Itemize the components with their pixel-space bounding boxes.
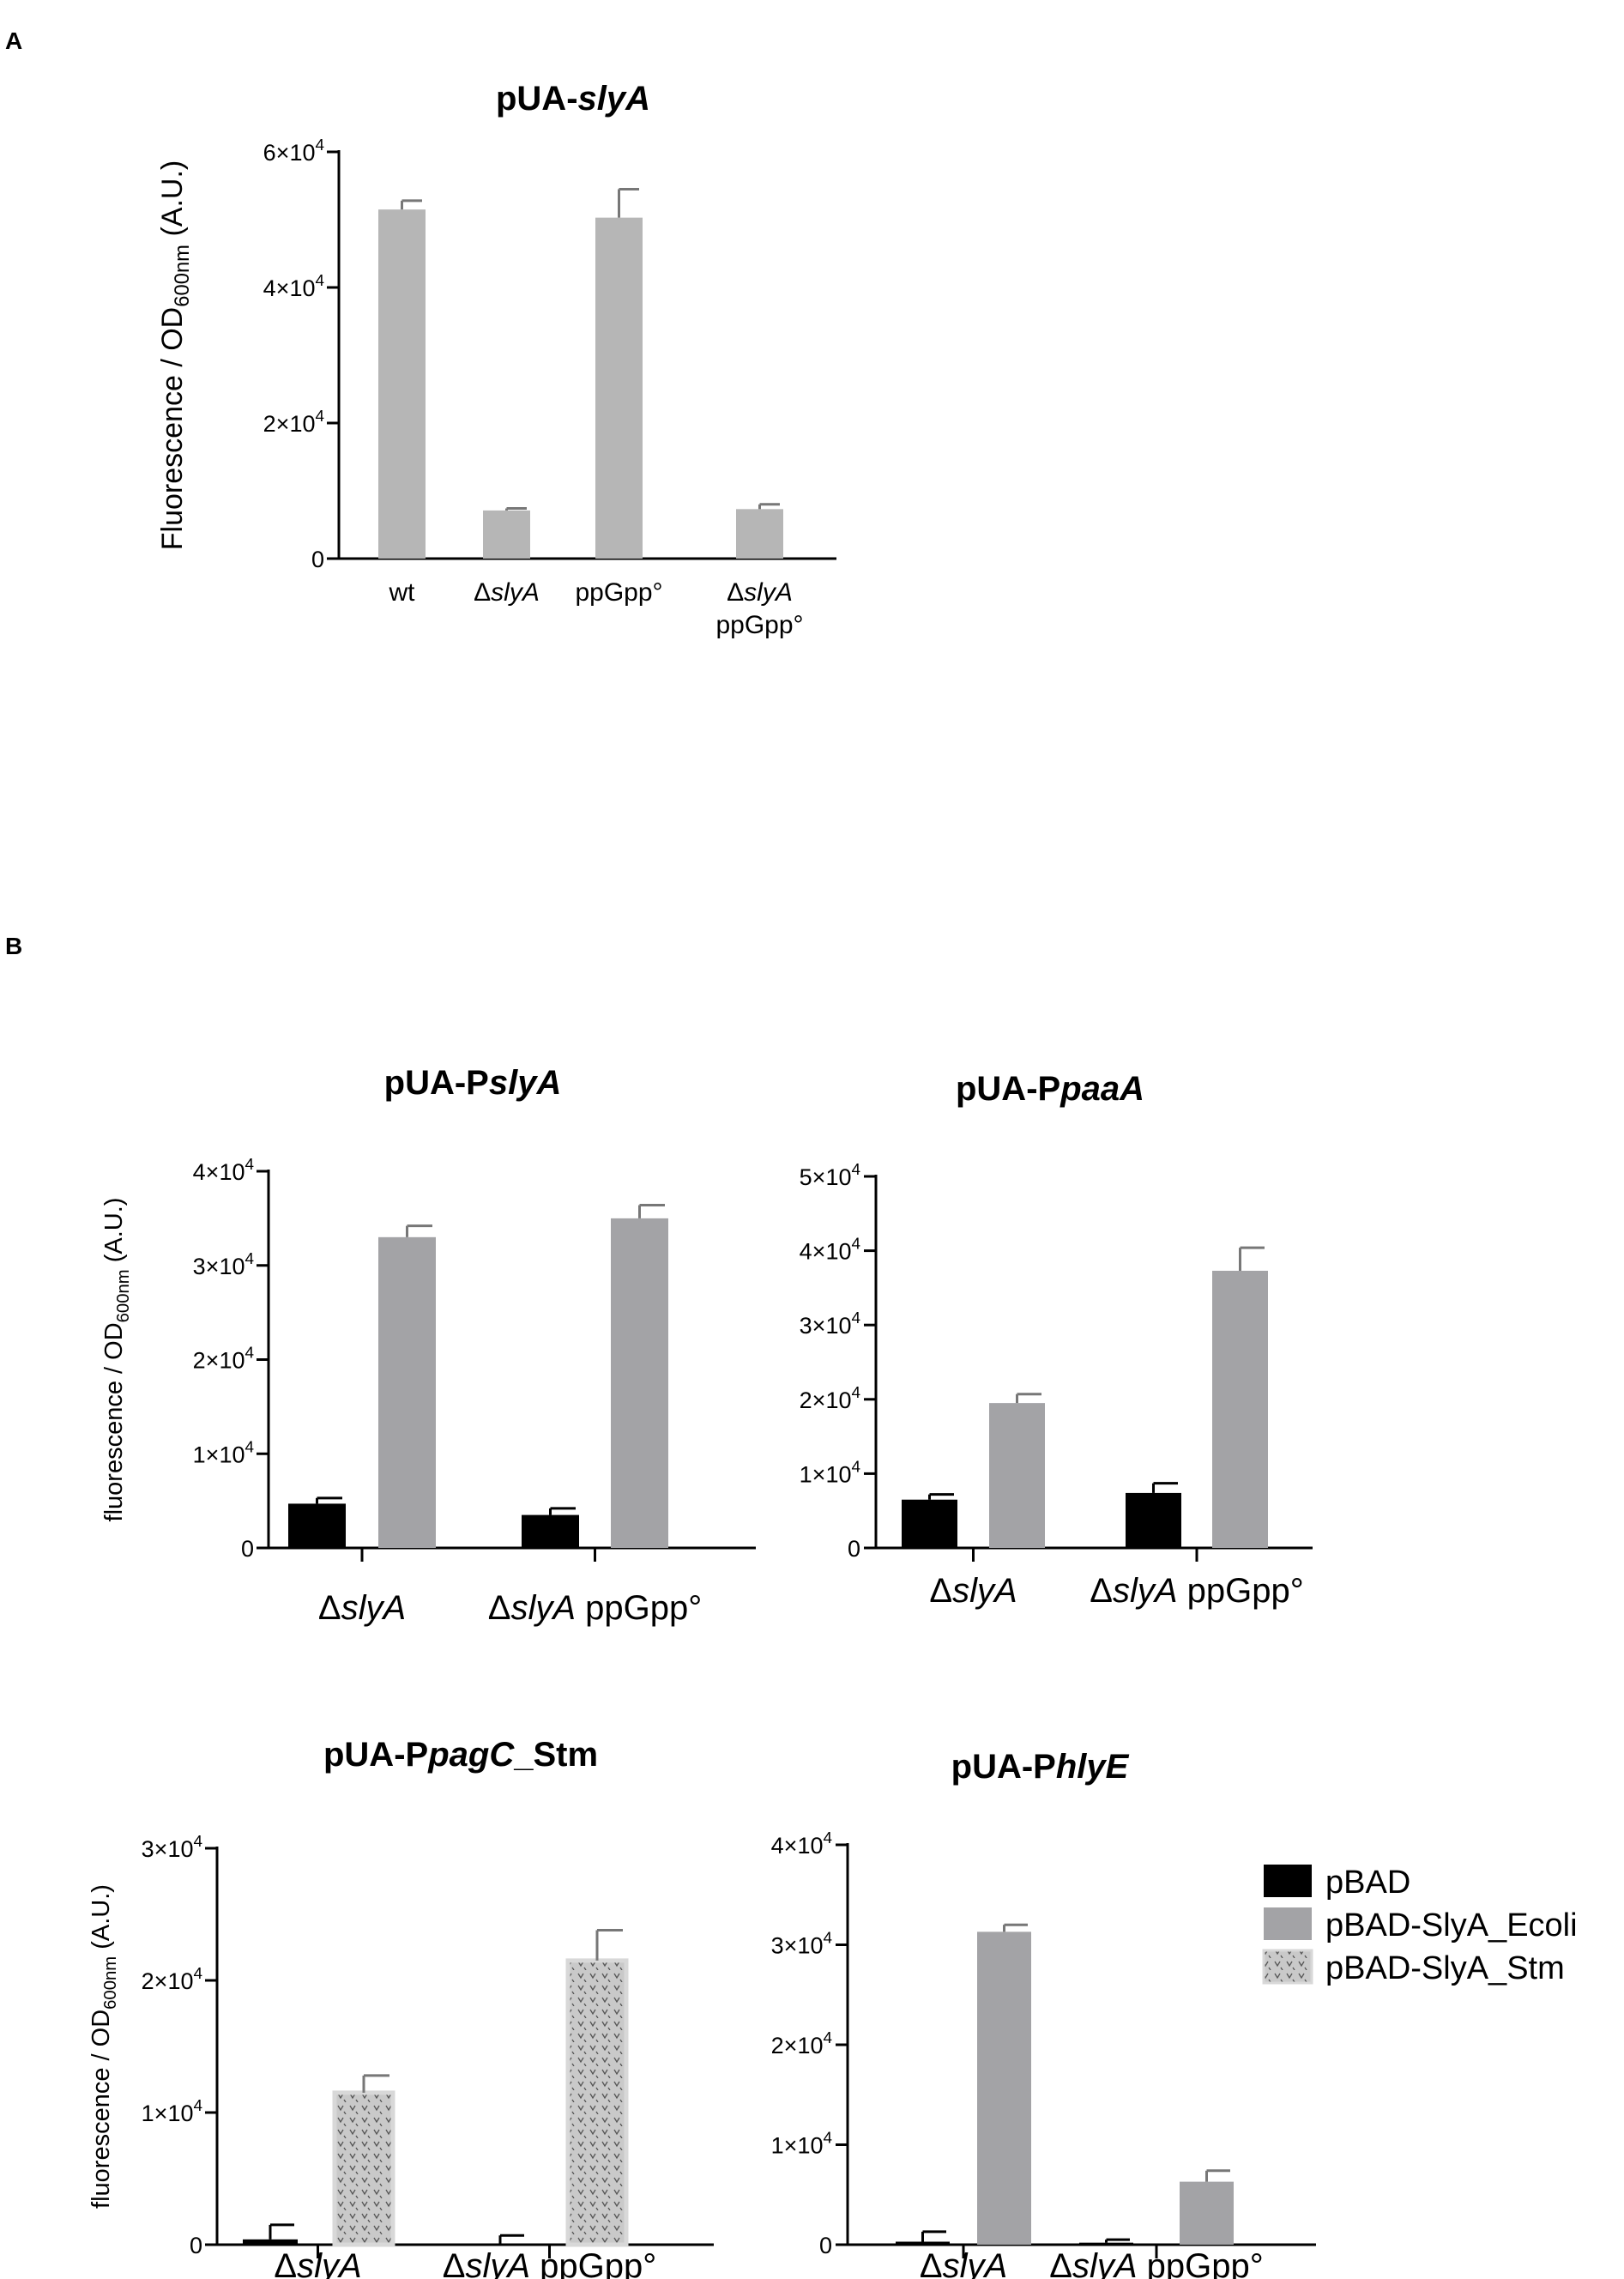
bar <box>522 1514 579 1548</box>
x-category-label: ΔslyA <box>920 2247 1007 2279</box>
y-tick-label: 3×104 <box>142 1833 202 1862</box>
y-tick-label: 4×104 <box>771 1829 832 1859</box>
y-tick-label: 2×104 <box>800 1384 860 1413</box>
bar <box>902 1499 957 1548</box>
y-tick-label: 3×104 <box>771 1930 832 1959</box>
bar <box>378 1236 436 1548</box>
y-tick-label: 1×104 <box>193 1438 254 1467</box>
x-category-label: ΔslyA ppGpp° <box>715 578 803 639</box>
x-category-label: ΔslyA <box>318 1589 406 1627</box>
y-tick-label: 0 <box>848 1536 860 1562</box>
chart-title: pUA-PpaaA <box>956 1070 1144 1108</box>
bar <box>1212 1270 1268 1548</box>
bar <box>483 510 530 559</box>
y-tick-label: 0 <box>190 2233 202 2258</box>
bar <box>595 217 643 559</box>
x-category-label: wt <box>389 578 416 607</box>
y-axis-label: fluorescence / OD600nm (A.U.) <box>88 1884 120 2209</box>
y-tick-label: 0 <box>819 2233 832 2258</box>
chart-3: pUA-PpaaA 0 1×104 2×104 3×104 4×104 5×104 ΔslyA… <box>800 1070 1313 1610</box>
x-category-label: ΔslyA <box>929 1572 1017 1610</box>
y-tick-label: 0 <box>311 547 324 572</box>
y-tick-label: 2×104 <box>771 2029 832 2058</box>
y-tick-label: 3×104 <box>193 1250 254 1279</box>
bar <box>736 509 783 559</box>
legend-swatch-pbad <box>1264 1865 1312 1897</box>
y-tick-label: 1×104 <box>800 1458 860 1487</box>
legend-label-stm: pBAD-SlyA_Stm <box>1325 1950 1565 1986</box>
chart-1: pUA-slyA Fluorescence / OD600nm (A.U.) 0 2×… <box>156 80 836 639</box>
y-axis-label: fluorescence / OD600nm (A.U.) <box>100 1198 133 1522</box>
x-category-label: ΔslyA <box>474 578 540 607</box>
panel-label-b: B <box>5 933 22 959</box>
y-tick-label: 4×104 <box>263 272 324 301</box>
chart-2: pUA-PslyA fluorescence / OD600nm (A.U.) 0 1… <box>100 1064 756 1627</box>
legend-label-pbad: pBAD <box>1325 1865 1410 1901</box>
legend-swatch-ecoli <box>1264 1907 1312 1940</box>
chart-title: pUA-PslyA <box>384 1064 562 1102</box>
x-category-label: ΔslyA <box>274 2247 361 2279</box>
y-tick-label: 2×104 <box>142 1965 202 1994</box>
bar <box>288 1503 346 1548</box>
chart-title: pUA-PpagC_Stm <box>323 1736 598 1774</box>
chart-title: pUA-PhlyE <box>951 1748 1130 1786</box>
bar <box>332 2090 395 2247</box>
x-category-label: ΔslyA ppGpp° <box>488 1589 703 1627</box>
y-tick-label: 5×104 <box>800 1161 860 1190</box>
chart-title: pUA-slyA <box>496 80 650 118</box>
x-category-label: ppGpp° <box>575 578 662 607</box>
charts: pUA-slyA Fluorescence / OD600nm (A.U.) 0 2×… <box>88 80 1316 2279</box>
bar <box>896 2241 950 2245</box>
bar <box>977 1931 1031 2245</box>
bar <box>611 1218 668 1548</box>
legend-label-ecoli: pBAD-SlyA_Ecoli <box>1325 1907 1578 1943</box>
y-tick-label: 3×104 <box>800 1309 860 1339</box>
panel-label-a: A <box>5 27 22 54</box>
bar <box>989 1403 1045 1548</box>
y-tick-label: 2×104 <box>263 408 324 437</box>
legend: pBAD pBAD-SlyA_Ecoli pBAD-SlyA_Stm <box>1262 1865 1578 1986</box>
y-tick-label: 6×104 <box>263 136 324 166</box>
bar <box>1079 2242 1133 2245</box>
y-tick-label: 0 <box>241 1536 254 1562</box>
y-tick-label: 1×104 <box>771 2130 832 2159</box>
chart-5: pUA-PhlyE 0 1×104 2×104 3×104 4×104 ΔslyA ΔslyA… <box>771 1748 1316 2279</box>
bar <box>378 209 426 559</box>
chart-4: pUA-PpagC_Stm fluorescence / OD600nm (A.U… <box>88 1736 714 2279</box>
bar <box>243 2239 298 2245</box>
legend-swatch-stm <box>1262 1949 1313 1985</box>
bar <box>1126 1492 1181 1548</box>
y-axis-label: Fluorescence / OD600nm (A.U.) <box>156 160 194 550</box>
y-tick-label: 4×104 <box>800 1236 860 1265</box>
x-category-label: ΔslyA ppGpp° <box>1049 2247 1264 2279</box>
x-category-label: ΔslyA ppGpp° <box>1090 1572 1304 1610</box>
y-tick-label: 4×104 <box>193 1156 254 1185</box>
bar <box>565 1958 629 2247</box>
y-tick-label: 1×104 <box>142 2097 202 2126</box>
y-tick-label: 2×104 <box>193 1345 254 1374</box>
x-category-label: ΔslyA ppGpp° <box>443 2247 657 2279</box>
bar <box>1180 2181 1234 2245</box>
